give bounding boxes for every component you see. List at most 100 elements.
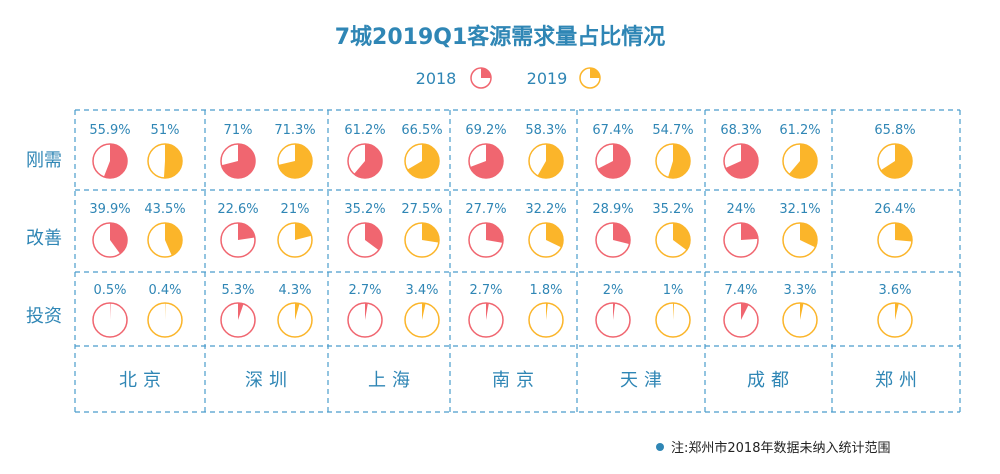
pie-2019-slice xyxy=(295,223,312,240)
city-label-0: 北京 xyxy=(119,370,167,391)
pie-2019 xyxy=(404,143,440,179)
pct-label-2019: 58.3% xyxy=(525,123,566,138)
pie-2018 xyxy=(92,222,128,258)
pie-2019 xyxy=(782,222,818,258)
legend-label-2018: 2018 xyxy=(416,69,457,88)
pie-2018-slice xyxy=(741,223,758,240)
pct-label-2019: 3.3% xyxy=(783,283,816,298)
pie-2019 xyxy=(277,143,313,179)
city-column-0: 55.9% 51% 39.9% 43.5% 0.5% 0.4% xyxy=(89,123,186,338)
pie-2019-slice xyxy=(407,144,440,178)
pie-2019 xyxy=(277,222,313,258)
footnote-text: 注:郑州市2018年数据未纳入统计范围 xyxy=(671,440,890,456)
pct-label-2018: 69.2% xyxy=(465,123,506,138)
pie-2018 xyxy=(468,302,504,338)
city-label-5: 成都 xyxy=(747,370,795,391)
pct-label-2018: 39.9% xyxy=(89,202,130,217)
footnote-bullet xyxy=(656,443,664,451)
pie-2018 xyxy=(595,302,631,338)
pie-2018 xyxy=(595,143,631,179)
grid-lines xyxy=(74,109,961,413)
pie-2019-slice xyxy=(165,223,182,256)
city-label-2: 上海 xyxy=(368,370,416,391)
pct-label-2018: 68.3% xyxy=(720,123,761,138)
pie-2019 xyxy=(877,222,913,258)
pie-2019-slice xyxy=(895,303,899,320)
city-column-1: 71% 71.3% 22.6% 21% 5.3% 4.3% xyxy=(217,123,316,338)
pct-label-2018: 27.7% xyxy=(465,202,506,217)
city-column-4: 67.4% 54.7% 28.9% 35.2% 2% 1% xyxy=(592,123,694,338)
pct-label-2019: 66.5% xyxy=(401,123,442,138)
pie-2018-slice xyxy=(486,222,504,243)
pie-2018 xyxy=(468,143,504,179)
pie-2018 xyxy=(468,222,504,258)
pie-2019-slice xyxy=(546,303,548,320)
pie-2018 xyxy=(595,222,631,258)
pct-label-2019: 3.6% xyxy=(878,283,911,298)
pie-2019-slice xyxy=(537,144,563,178)
pct-label-2018: 28.9% xyxy=(592,202,633,217)
pct-label-2018: 2.7% xyxy=(469,283,502,298)
pie-2019 xyxy=(655,302,691,338)
pct-label-2019: 65.8% xyxy=(874,123,915,138)
pct-label-2019: 26.4% xyxy=(874,202,915,217)
pie-2019-slice xyxy=(295,303,300,320)
pie-2019 xyxy=(404,222,440,258)
pie-2019-slice xyxy=(789,144,818,179)
pie-2019 xyxy=(782,143,818,179)
pie-2018 xyxy=(347,143,383,179)
pie-2018-slice xyxy=(221,144,255,179)
pie-2019 xyxy=(655,143,691,179)
pie-2018 xyxy=(723,302,759,338)
pie-2018-slice xyxy=(238,223,255,240)
pct-label-2018: 2.7% xyxy=(348,283,381,298)
pie-2019-slice xyxy=(800,223,818,248)
pie-2018 xyxy=(220,143,256,179)
city-column-6: 65.8% 26.4% 3.6% xyxy=(874,123,916,338)
pct-label-2018: 67.4% xyxy=(592,123,633,138)
legend-icon-2019-slice xyxy=(590,68,600,78)
pie-2018-slice xyxy=(470,144,504,178)
pie-2018-slice xyxy=(238,302,244,320)
pie-2018-slice xyxy=(110,303,111,320)
pie-2019 xyxy=(528,222,564,258)
pct-label-2019: 1.8% xyxy=(529,283,562,298)
pct-label-2019: 43.5% xyxy=(144,202,185,217)
pie-2019-slice xyxy=(895,223,912,242)
pie-2019 xyxy=(277,302,313,338)
pie-2019-slice xyxy=(546,223,563,248)
city-label-6: 郑州 xyxy=(875,370,923,391)
pct-label-2018: 0.5% xyxy=(93,283,126,298)
pie-cells: 55.9% 51% 39.9% 43.5% 0.5% 0.4% 71% 71.3% 22.6% 2… xyxy=(89,123,916,338)
pie-2019-slice xyxy=(673,223,691,251)
row-label-2: 投资 xyxy=(26,306,62,327)
pie-2018 xyxy=(92,302,128,338)
pie-2018-slice xyxy=(354,143,383,178)
pie-2019-slice xyxy=(880,144,912,179)
pie-2019 xyxy=(404,302,440,338)
pie-2018-slice xyxy=(365,302,368,320)
pct-label-2019: 54.7% xyxy=(652,123,693,138)
pie-2018-slice xyxy=(103,144,127,178)
city-column-2: 61.2% 66.5% 35.2% 27.5% 2.7% 3.4% xyxy=(344,123,443,338)
pie-2018-slice xyxy=(110,223,128,254)
pct-label-2019: 35.2% xyxy=(652,202,693,217)
pie-2019 xyxy=(877,143,913,179)
pct-label-2018: 7.4% xyxy=(724,283,757,298)
pie-2019-slice xyxy=(673,302,675,320)
pie-2018 xyxy=(347,302,383,338)
pie-2019 xyxy=(147,302,183,338)
pie-2018-slice xyxy=(597,144,630,178)
pie-2019 xyxy=(147,143,183,179)
pct-label-2018: 71% xyxy=(224,123,253,138)
pie-2018-slice xyxy=(741,303,749,320)
pct-label-2019: 1% xyxy=(663,283,684,298)
pie-2019 xyxy=(528,302,564,338)
city-label-4: 天津 xyxy=(620,370,668,391)
chart-title: 7城2019Q1客源需求量占比情况 xyxy=(335,24,666,50)
pct-label-2018: 22.6% xyxy=(217,202,258,217)
pie-2018-slice xyxy=(725,144,758,179)
pct-label-2019: 4.3% xyxy=(278,283,311,298)
row-label-0: 刚需 xyxy=(26,150,62,171)
pct-label-2019: 21% xyxy=(281,202,310,217)
